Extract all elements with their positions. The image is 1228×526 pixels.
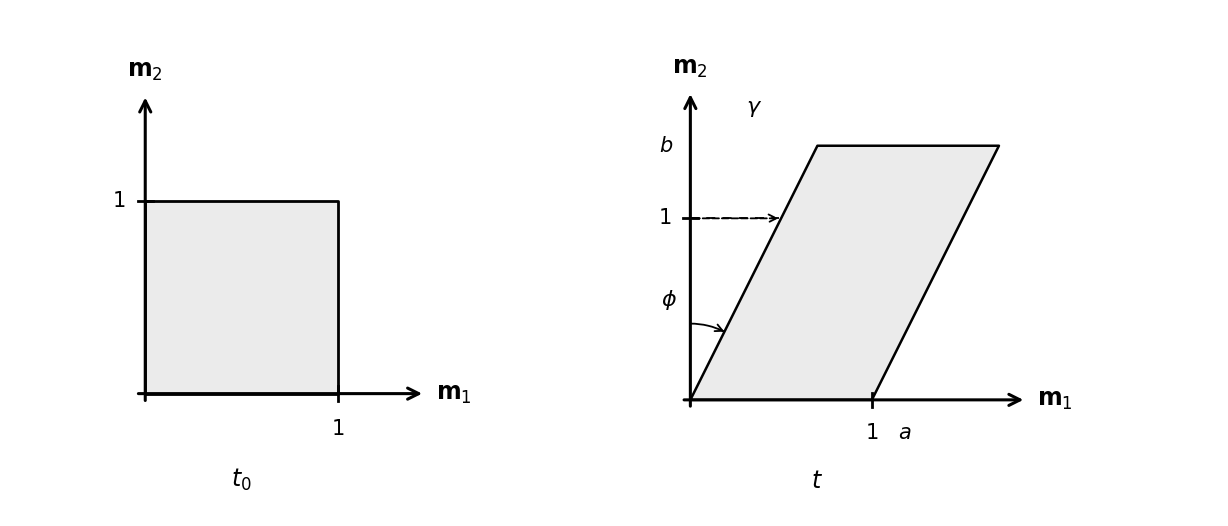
Polygon shape: [145, 201, 338, 393]
Text: $\mathbf{m}_1$: $\mathbf{m}_1$: [1038, 388, 1073, 412]
Text: $\mathbf{m}_2$: $\mathbf{m}_2$: [673, 56, 709, 80]
Text: 1: 1: [866, 423, 878, 443]
Text: $t$: $t$: [812, 469, 824, 493]
Text: $\mathbf{m}_2$: $\mathbf{m}_2$: [128, 59, 163, 83]
Text: b: b: [659, 136, 672, 156]
Text: 1: 1: [332, 419, 345, 439]
Text: $t_0$: $t_0$: [231, 467, 252, 493]
Text: $\phi$: $\phi$: [661, 288, 677, 312]
Text: $\gamma$: $\gamma$: [745, 98, 761, 118]
Text: 1: 1: [113, 191, 126, 211]
Text: a: a: [898, 423, 911, 443]
Text: $\mathbf{m}_1$: $\mathbf{m}_1$: [436, 382, 473, 406]
Text: 1: 1: [659, 208, 672, 228]
Polygon shape: [690, 146, 998, 400]
